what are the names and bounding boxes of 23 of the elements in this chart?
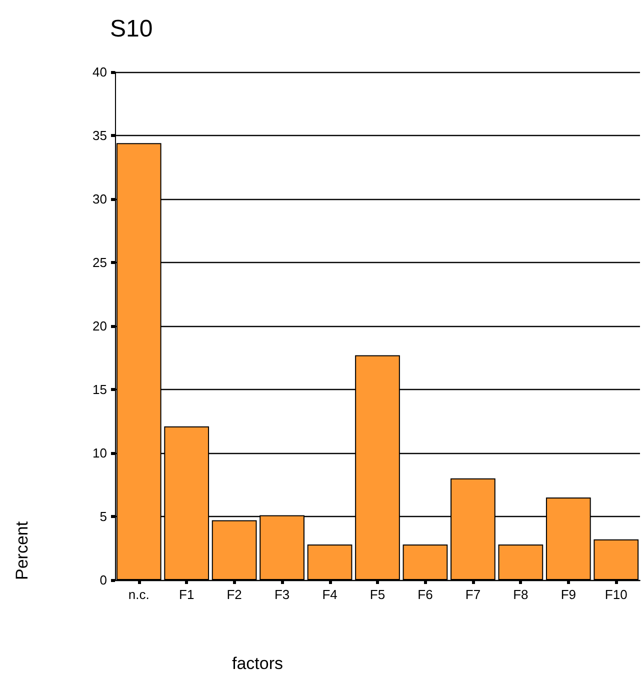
y-tick-label: 20 — [92, 318, 107, 334]
x-tick-label: F1 — [179, 587, 194, 602]
x-tick-label: F3 — [274, 587, 290, 602]
y-tick-label: 5 — [100, 509, 107, 524]
x-tick-label: F10 — [604, 587, 628, 602]
x-tick-label: F4 — [322, 587, 338, 602]
y-axis-title: Percent — [12, 521, 32, 580]
x-tick-label: F9 — [560, 587, 576, 602]
x-tick-label: n.c. — [128, 587, 150, 602]
x-tick-label: F8 — [513, 587, 528, 602]
chart-title: S10 — [110, 16, 153, 42]
y-tick-label: 35 — [92, 128, 107, 143]
x-axis-title: factors — [232, 654, 284, 673]
y-tick-label: 30 — [92, 192, 107, 206]
x-tick-label: F6 — [418, 587, 433, 602]
x-tick-label: F7 — [465, 587, 481, 602]
y-tick-label: 15 — [92, 382, 107, 397]
y-tick-label: 0 — [100, 572, 107, 588]
x-tick-label: F5 — [370, 587, 386, 602]
y-tick-label: 10 — [92, 446, 107, 460]
y-tick-label: 25 — [92, 255, 107, 270]
x-tick-label: F2 — [226, 587, 242, 602]
y-tick-label: 40 — [92, 64, 107, 80]
